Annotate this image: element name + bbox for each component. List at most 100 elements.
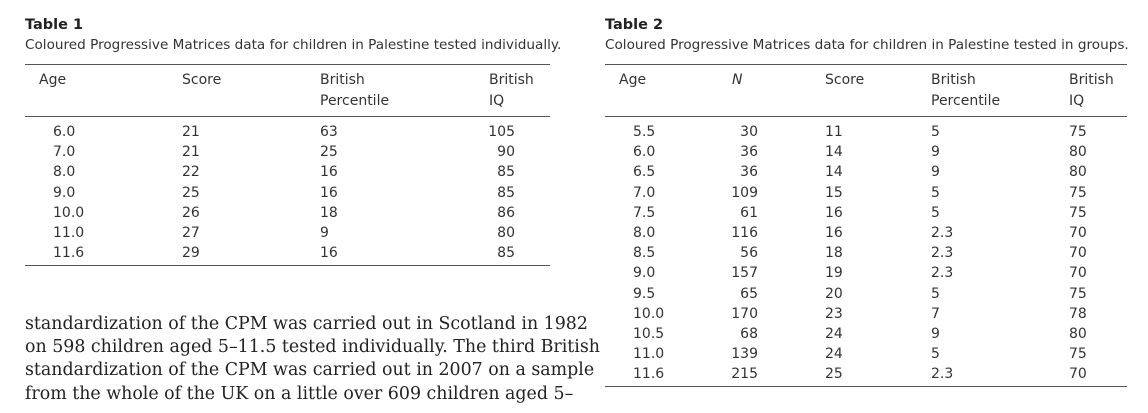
table-row: 6.0 21 63 105	[25, 122, 550, 142]
iq-cell: 85	[497, 164, 515, 181]
table-2: Table 2 Coloured Progressive Matrices da…	[605, 16, 1129, 388]
table-row: 8.0 116 16 2.3 70	[605, 223, 1127, 243]
age-cell: 11.6	[53, 245, 85, 262]
iq-cell: 75	[1069, 184, 1087, 201]
iq-cell: 70	[1069, 245, 1087, 262]
n-cell: 68	[740, 325, 758, 342]
table-row: 11.0 139 24 5 75	[605, 344, 1127, 364]
paragraph-line: on 598 children aged 5–11.5 tested indiv…	[25, 337, 600, 358]
paragraph-line: from the whole of the UK on a little ove…	[25, 383, 574, 404]
score-cell: 22	[182, 164, 200, 181]
percentile-cell: 9	[931, 164, 940, 181]
table-row: 10.0 170 23 7 78	[605, 304, 1127, 324]
percentile-cell: 25	[320, 144, 338, 161]
score-cell: 25	[825, 366, 843, 383]
age-cell: 5.5	[633, 124, 656, 140]
age-cell: 10.0	[53, 204, 85, 221]
table-row: 11.0 27 9 80	[25, 223, 550, 243]
iq-cell: 70	[1069, 366, 1087, 383]
iq-cell: 80	[1069, 325, 1087, 342]
score-cell: 29	[182, 245, 200, 262]
iq-cell: 75	[1069, 124, 1087, 140]
age-cell: 11.0	[633, 346, 665, 363]
table-1-header-rule	[25, 116, 550, 117]
table-1-header-age: Age	[39, 72, 67, 88]
table-row: 7.0 109 15 5 75	[605, 183, 1127, 203]
iq-cell: 85	[497, 245, 515, 262]
score-cell: 24	[825, 346, 843, 363]
table-row: 11.6 29 16 85	[25, 243, 550, 263]
n-cell: 139	[731, 346, 758, 363]
percentile-cell: 5	[931, 124, 940, 140]
percentile-cell: 5	[931, 184, 940, 201]
percentile-cell: 2.3	[931, 245, 954, 262]
table-row: 9.0 25 16 85	[25, 183, 550, 203]
age-cell: 10.0	[633, 305, 665, 322]
table-row: 10.0 26 18 86	[25, 203, 550, 223]
age-cell: 8.0	[633, 224, 656, 241]
percentile-cell: 2.3	[931, 366, 954, 383]
table-2-header-score: Score	[825, 72, 865, 88]
table-row: 10.5 68 24 9 80	[605, 324, 1127, 344]
score-cell: 23	[825, 305, 843, 322]
table-1-header-iq: British IQ	[489, 72, 534, 109]
percentile-cell: 16	[320, 245, 338, 262]
percentile-cell: 63	[320, 124, 338, 140]
score-cell: 15	[825, 184, 843, 201]
iq-cell: 90	[497, 144, 515, 161]
percentile-cell: 9	[320, 224, 329, 241]
n-cell: 56	[740, 245, 758, 262]
table-1-header: Age Score British Percentile British IQ	[25, 65, 550, 116]
percentile-cell: 2.3	[931, 265, 954, 282]
percentile-cell: 5	[931, 204, 940, 221]
table-1-header-score: Score	[182, 72, 222, 88]
iq-cell: 85	[497, 184, 515, 201]
age-cell: 8.5	[633, 245, 656, 262]
table-1-top-rule	[25, 64, 550, 65]
table-1-header-percentile: British Percentile	[320, 72, 390, 109]
percentile-cell: 5	[931, 285, 940, 302]
n-cell: 36	[740, 164, 758, 181]
score-cell: 21	[182, 144, 200, 161]
table-2-header-rule	[605, 116, 1127, 117]
score-cell: 26	[182, 204, 200, 221]
age-cell: 6.0	[53, 124, 76, 140]
iq-cell: 80	[497, 224, 515, 241]
score-cell: 16	[825, 204, 843, 221]
iq-cell: 86	[497, 204, 515, 221]
table-1-label: Table 1	[25, 17, 84, 33]
table-1-caption: Coloured Progressive Matrices data for c…	[25, 37, 562, 53]
table-1-body: 6.0 21 63 105 7.0 21 25 90 8.0 22 16 85 9.0 25 16 85 10.…	[25, 117, 550, 265]
n-cell: 109	[731, 184, 758, 201]
age-cell: 9.5	[633, 285, 656, 302]
score-cell: 18	[825, 245, 843, 262]
percentile-cell: 5	[931, 346, 940, 363]
table-row: 6.5 36 14 9 80	[605, 162, 1127, 182]
age-cell: 9.0	[633, 265, 656, 282]
iq-cell: 80	[1069, 144, 1087, 161]
score-cell: 19	[825, 265, 843, 282]
n-cell: 30	[740, 124, 758, 140]
iq-cell: 78	[1069, 305, 1087, 322]
iq-cell: 75	[1069, 204, 1087, 221]
iq-cell: 70	[1069, 224, 1087, 241]
score-cell: 16	[825, 224, 843, 241]
table-2-header-percentile: British Percentile	[931, 72, 1001, 109]
n-cell: 116	[731, 224, 758, 241]
percentile-cell: 7	[931, 305, 940, 322]
table-row: 8.0 22 16 85	[25, 162, 550, 182]
table-2-top-rule	[605, 64, 1127, 65]
age-cell: 7.5	[633, 204, 656, 221]
age-cell: 10.5	[633, 325, 665, 342]
score-cell: 27	[182, 224, 200, 241]
age-cell: 11.0	[53, 224, 85, 241]
score-cell: 21	[182, 124, 200, 140]
percentile-cell: 2.3	[931, 224, 954, 241]
percentile-cell: 16	[320, 164, 338, 181]
body-paragraph: standardization of the CPM was carried o…	[25, 313, 600, 406]
table-2-header-n: N	[732, 72, 743, 88]
score-cell: 24	[825, 325, 843, 342]
table-row: 11.6 215 25 2.3 70	[605, 364, 1127, 384]
table-row: 7.0 21 25 90	[25, 142, 550, 162]
table-2-header-age: Age	[619, 72, 647, 88]
